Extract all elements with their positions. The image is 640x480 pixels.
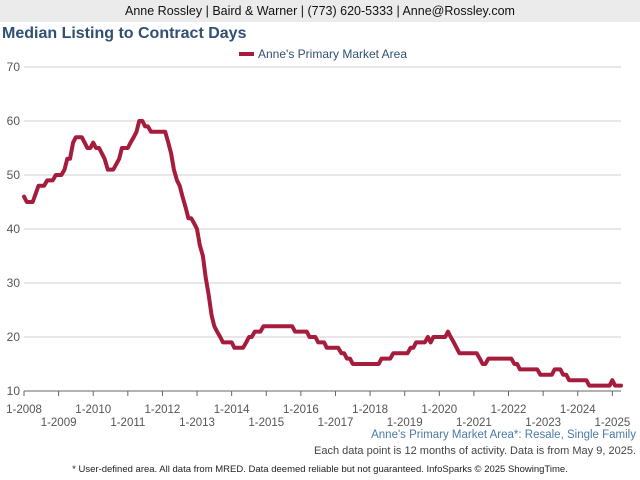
x-tick-label: 1-2014: [214, 404, 250, 416]
series-layer: [22, 119, 623, 388]
line-chart: Anne's Primary Market Area 10 20 30 40 50 60 7…: [6, 47, 630, 428]
x-tick-label: 1-2010: [75, 404, 111, 416]
x-tick-label: 1-2009: [41, 417, 77, 428]
x-tick-label: 1-2011: [110, 417, 145, 428]
market-area-label: Anne's Primary Market Area*: Resale, Sin…: [371, 429, 636, 441]
footer-disclaimer: * User-defined area. All data from MRED.…: [72, 464, 568, 475]
x-tick-label: 1-2022: [491, 404, 527, 416]
y-tick-label: 70: [7, 60, 21, 74]
x-tick-label: 1-2023: [525, 417, 561, 428]
chart-grid: [24, 66, 621, 392]
contact-header: Anne Rossley | Baird & Warner | (773) 62…: [0, 0, 640, 22]
x-tick-label: 1-2012: [145, 404, 181, 416]
x-tick-label: 1-2019: [387, 417, 423, 428]
y-tick-label: 20: [7, 330, 21, 344]
x-tick-label: 1-2013: [179, 417, 215, 428]
y-tick-label: 50: [7, 168, 21, 182]
x-tick-label: 1-2025: [594, 417, 630, 428]
legend-label: Anne's Primary Market Area: [258, 47, 407, 61]
x-tick-label: 1-2020: [421, 404, 457, 416]
y-tick-label: 60: [7, 114, 21, 128]
chart-legend: Anne's Primary Market Area: [239, 47, 407, 61]
y-tick-label: 10: [7, 384, 21, 398]
x-tick-label: 1-2008: [6, 404, 42, 416]
chart-title: Median Listing to Contract Days: [2, 25, 247, 42]
x-tick-label: 1-2021: [456, 417, 492, 428]
y-axis: 10 20 30 40 50 60 70: [7, 60, 21, 398]
series-line: [22, 119, 623, 388]
x-tick-label: 1-2024: [560, 404, 596, 416]
y-tick-label: 30: [7, 276, 21, 290]
x-axis: 1-2008 1-2010 1-2012 1-2014 1-2016 1-2018 1-20…: [6, 391, 630, 428]
x-tick-label: 1-2017: [318, 417, 354, 428]
data-point-note: Each data point is 12 months of activity…: [313, 445, 636, 457]
x-tick-label: 1-2016: [283, 404, 319, 416]
y-tick-label: 40: [7, 222, 21, 236]
x-tick-label: 1-2015: [248, 417, 284, 428]
x-tick-label: 1-2018: [352, 404, 388, 416]
